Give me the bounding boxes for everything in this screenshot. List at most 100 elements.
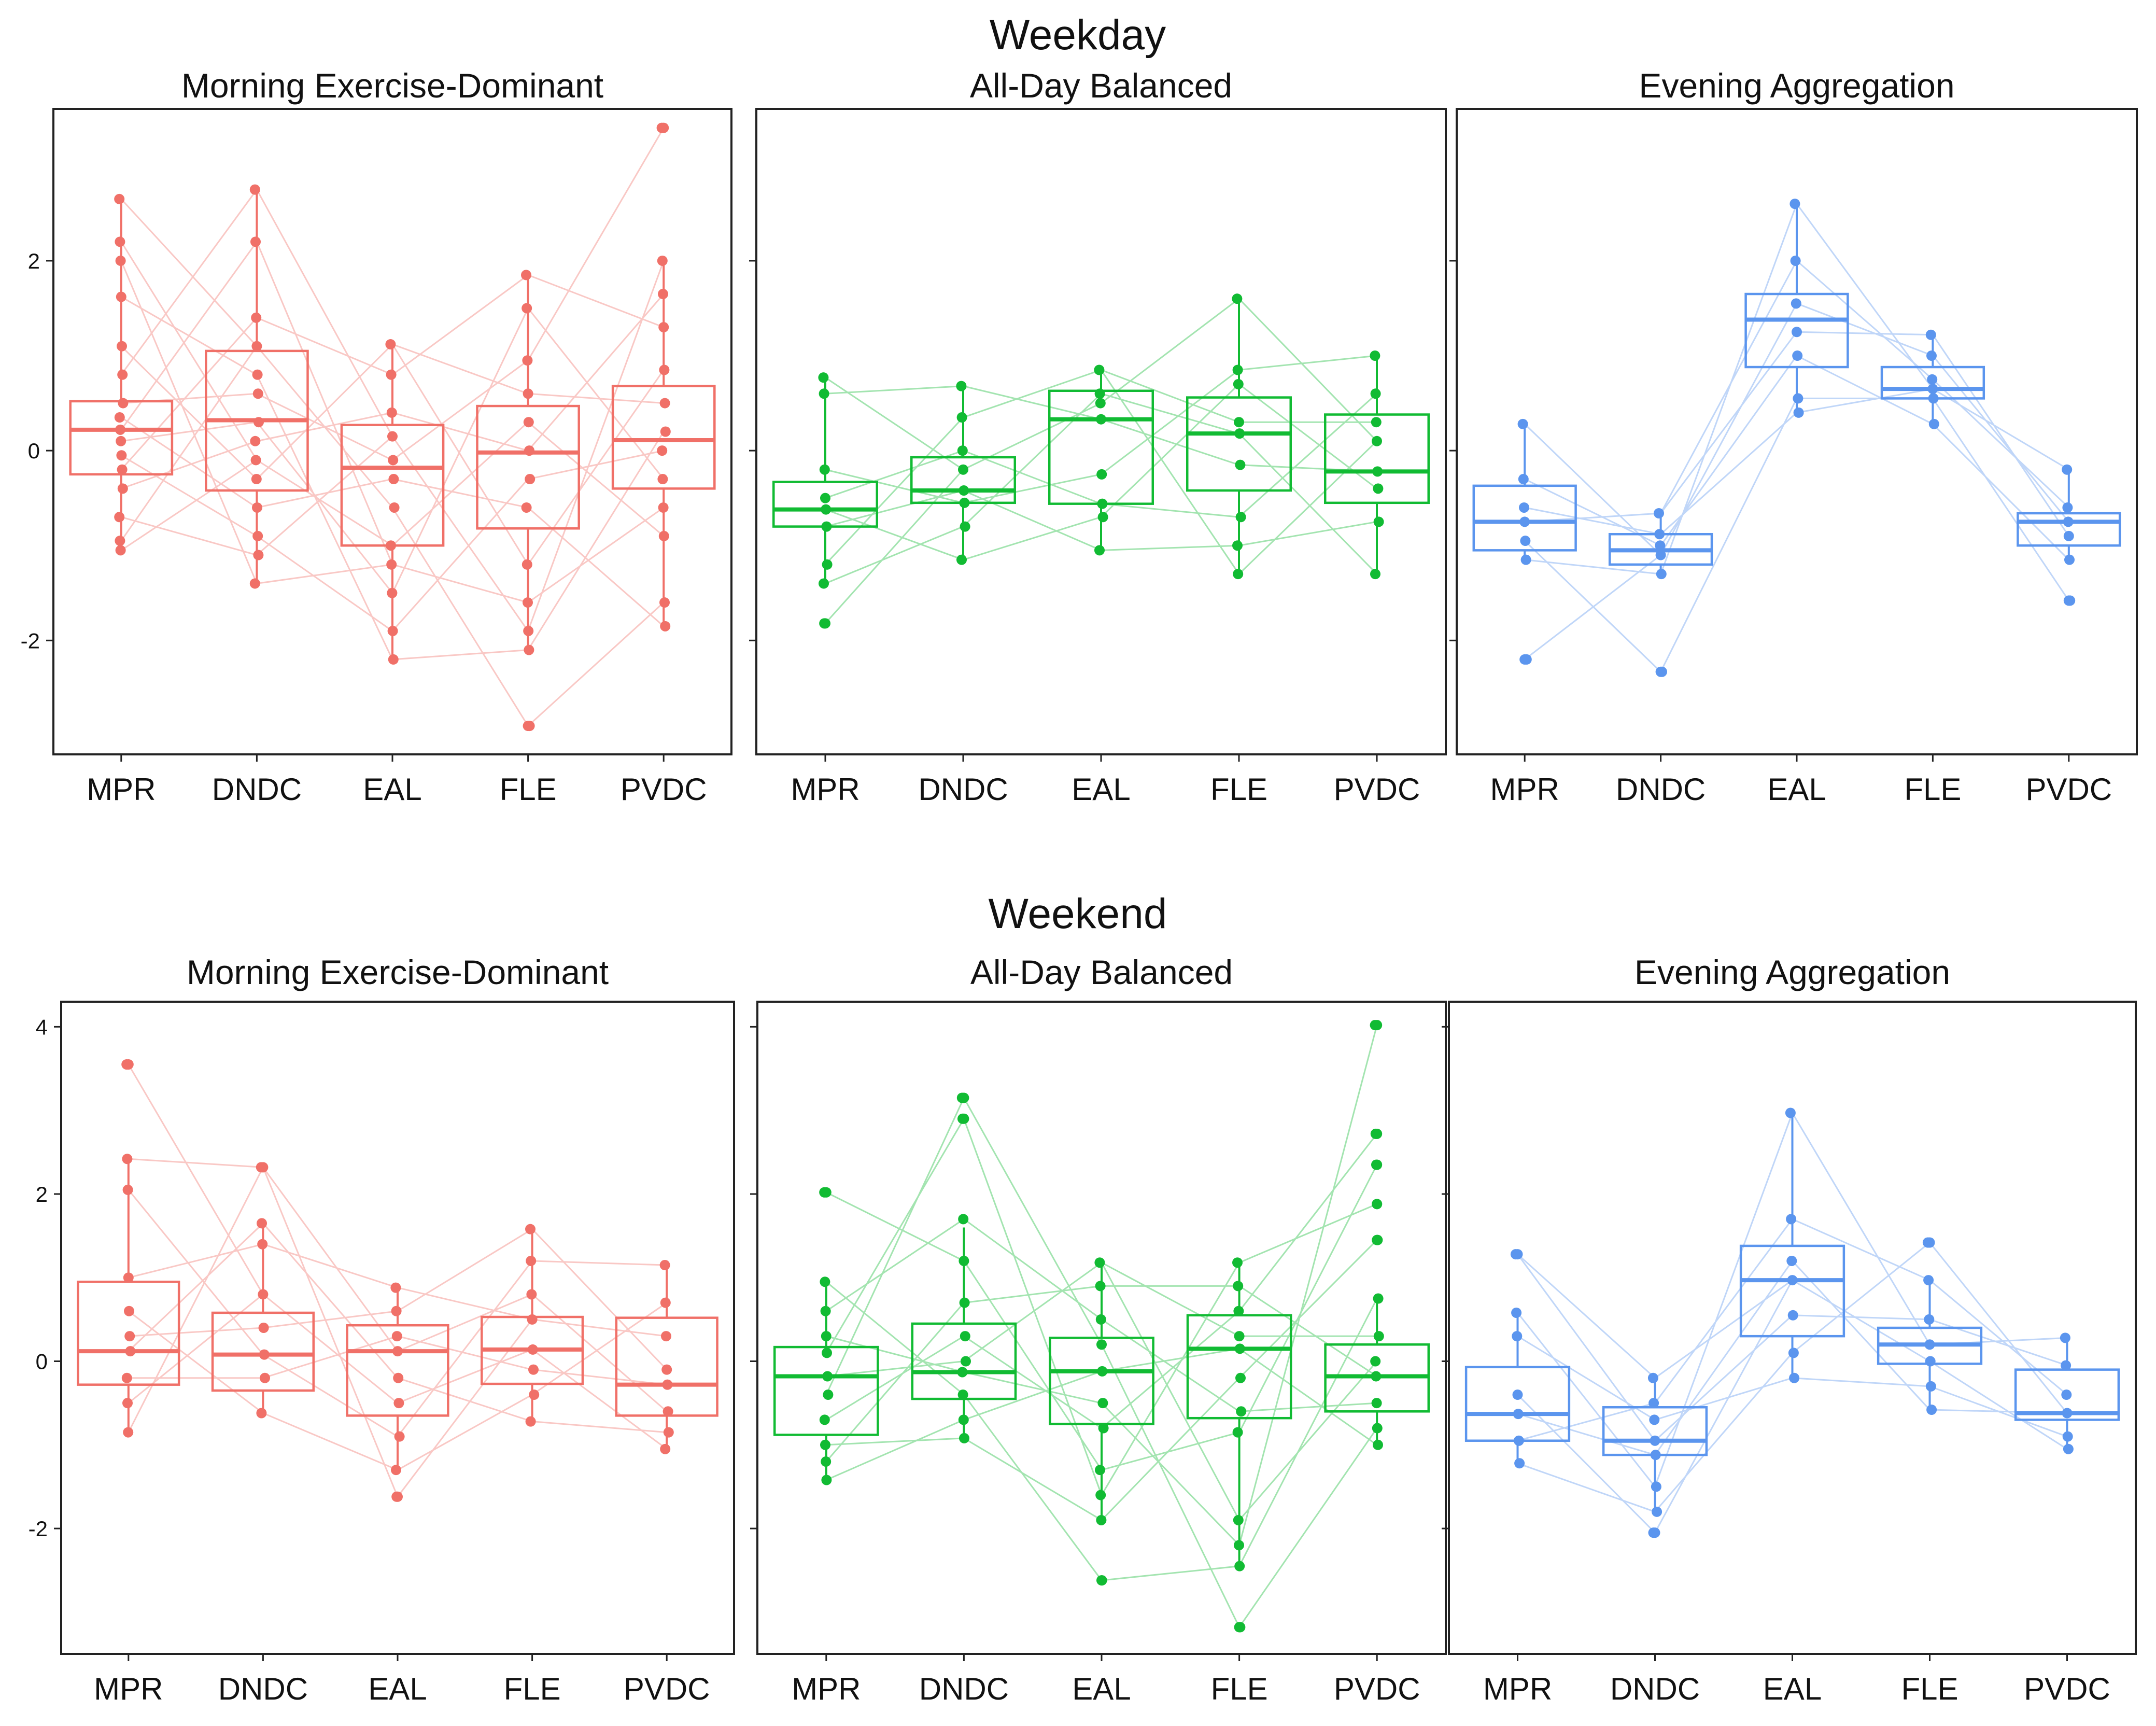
x-tick-label: MPR (792, 1672, 861, 1706)
data-point (123, 1427, 134, 1438)
data-point (1927, 374, 1938, 385)
data-point (124, 1331, 135, 1342)
outlier-point (1372, 1234, 1383, 1245)
data-point (523, 597, 533, 608)
data-point (125, 1346, 136, 1357)
connecting-line (963, 1394, 1103, 1581)
data-point (1787, 1275, 1798, 1286)
data-point (1786, 1214, 1797, 1225)
connecting-line (826, 1335, 964, 1373)
connecting-line (964, 1371, 1102, 1404)
data-point (1232, 293, 1243, 304)
connecting-line (1929, 1279, 2068, 1396)
connecting-line (826, 1191, 965, 1262)
data-point (117, 369, 128, 380)
data-point (1926, 1405, 1937, 1415)
connecting-line (1101, 369, 1239, 423)
connecting-line (257, 564, 393, 584)
outlier-point (1924, 1237, 1935, 1248)
panel-5: Evening Aggregation MPR DNDC EAL FLE PVDC (1442, 953, 2137, 1706)
data-point (387, 431, 398, 442)
panel-title: All-Day Balanced (970, 66, 1232, 105)
data-point (522, 355, 533, 366)
data-point (1094, 545, 1105, 556)
connecting-line (532, 1421, 667, 1434)
connecting-line (1101, 1402, 1240, 1546)
data-point (1513, 1435, 1524, 1446)
x-tick-label: EAL (368, 1672, 427, 1706)
connecting-line (963, 369, 1102, 418)
data-point (819, 464, 830, 475)
outlier-point (258, 1162, 269, 1173)
connecting-line (1654, 1352, 1793, 1512)
data-point (822, 1348, 832, 1358)
data-point (1649, 1414, 1660, 1425)
connecting-line (825, 526, 964, 584)
box-iqr (2017, 512, 2121, 547)
connecting-line (1101, 1377, 1240, 1521)
connecting-line (531, 1294, 668, 1412)
data-point (251, 474, 262, 485)
connecting-line (1792, 1377, 1930, 1387)
data-point (659, 398, 670, 409)
data-point (1789, 1372, 1800, 1383)
data-point (250, 236, 261, 247)
connecting-line (527, 507, 665, 604)
connecting-line (128, 1243, 263, 1279)
connecting-line (1792, 1279, 1930, 1362)
connecting-line (128, 1223, 264, 1352)
outlier-point (1372, 1020, 1383, 1031)
data-point (1512, 1390, 1523, 1400)
outlier-point (1372, 1128, 1383, 1139)
data-point (122, 1398, 133, 1409)
connecting-line (527, 127, 665, 361)
connecting-line (1796, 302, 1933, 357)
data-point (959, 1255, 969, 1266)
data-point (1373, 1439, 1383, 1450)
connecting-line (262, 1167, 399, 1352)
data-point (252, 502, 262, 513)
connecting-line (1101, 392, 1239, 434)
box-iqr (1049, 1337, 1154, 1425)
data-point (1513, 1409, 1524, 1420)
data-point (1234, 1540, 1244, 1551)
data-point (659, 1260, 670, 1271)
connecting-line (1654, 1112, 1793, 1487)
data-point (526, 1289, 537, 1300)
connecting-line (120, 198, 258, 347)
connecting-line (1238, 440, 1378, 575)
connecting-line (120, 241, 258, 461)
connecting-line (1524, 540, 1661, 672)
data-point (658, 502, 669, 513)
connecting-line (826, 1419, 965, 1481)
connecting-line (1517, 1254, 1656, 1441)
outlier-point (523, 721, 533, 732)
connecting-line (256, 241, 393, 565)
data-point (260, 1372, 270, 1383)
data-point (1232, 364, 1243, 375)
data-point (528, 1364, 539, 1375)
data-point (1235, 512, 1246, 523)
connecting-line (397, 1294, 533, 1352)
connecting-line (120, 260, 258, 584)
data-point (1791, 298, 1801, 309)
connecting-line (1932, 334, 2070, 537)
connecting-line (1238, 1025, 1378, 1546)
data-point (250, 436, 261, 446)
data-point (390, 1282, 401, 1293)
connecting-line (1660, 303, 1798, 556)
data-point (525, 1224, 536, 1234)
connecting-line (1238, 298, 1378, 442)
connecting-line (825, 385, 964, 395)
x-tick-label: FLE (1210, 772, 1267, 807)
data-point (1234, 1331, 1245, 1342)
data-point (1786, 1255, 1797, 1266)
x-tick-label: EAL (1763, 1672, 1822, 1706)
data-point (124, 1306, 134, 1316)
panel-3: Morning Exercise-Dominant -2 0 2 4 MPR DNDC EAL… (29, 953, 735, 1706)
connecting-lines (1524, 203, 2070, 672)
outlier-point (1234, 1622, 1245, 1633)
outlier-point (821, 1187, 832, 1198)
y-tick-label: -2 (21, 628, 40, 653)
connecting-line (532, 1318, 667, 1337)
